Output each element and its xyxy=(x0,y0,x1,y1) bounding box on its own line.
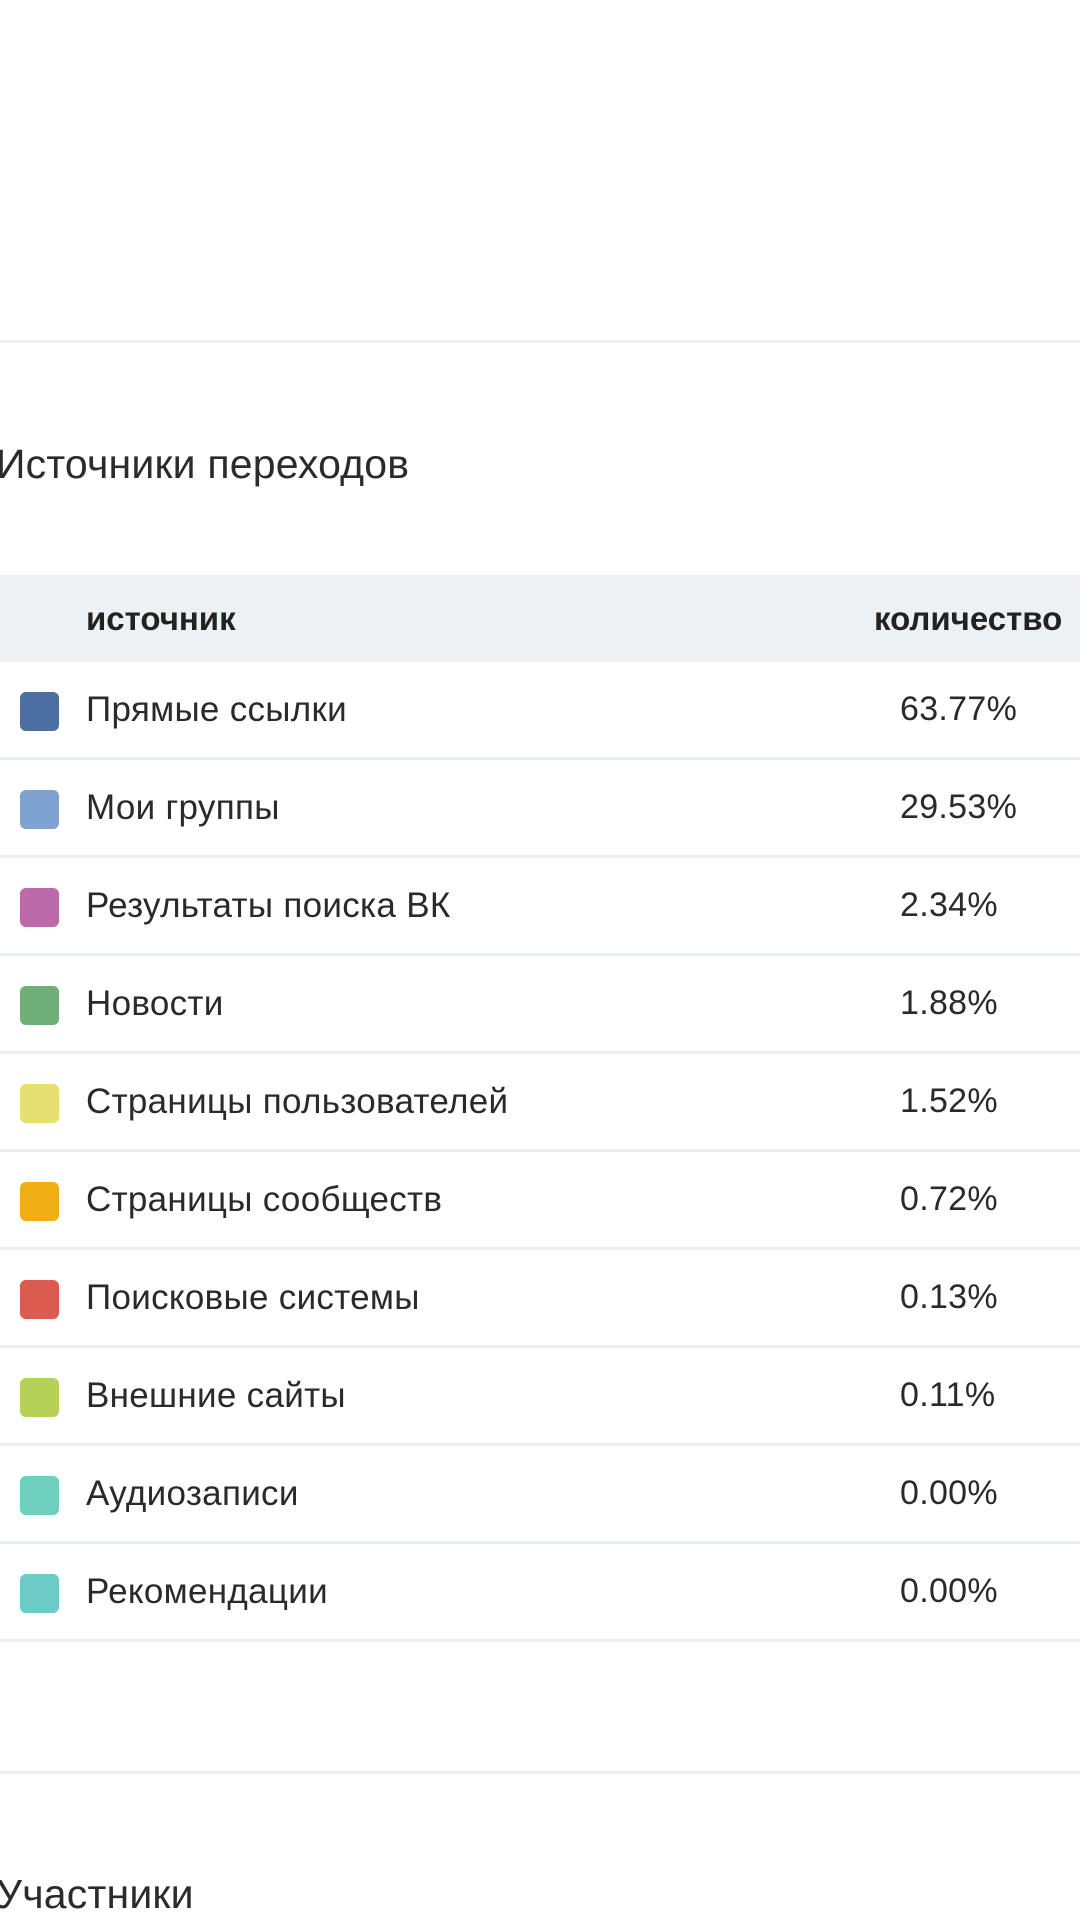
source-percentage: 0.00% xyxy=(900,1572,998,1610)
table-body: Прямые ссылки 63.77% Мои группы 29.53% Резул… xyxy=(0,662,1080,1642)
legend-color-swatch xyxy=(20,1280,59,1319)
section-divider xyxy=(0,1771,1080,1774)
table-row[interactable]: Мои группы 29.53% xyxy=(0,760,1080,858)
table-row[interactable]: Страницы сообществ 0.72% xyxy=(0,1152,1080,1250)
section-divider xyxy=(0,340,1080,343)
source-label: Мои группы xyxy=(86,788,280,827)
column-header-count[interactable]: количество xyxy=(874,600,1063,637)
source-label: Страницы сообществ xyxy=(86,1180,443,1219)
source-label: Новости xyxy=(86,984,224,1023)
table-row[interactable]: Страницы пользователей 1.52% xyxy=(0,1054,1080,1152)
table-row[interactable]: Поисковые системы 0.13% xyxy=(0,1250,1080,1348)
source-percentage: 0.13% xyxy=(900,1278,998,1316)
source-percentage: 1.52% xyxy=(900,1082,998,1120)
source-percentage: 0.00% xyxy=(900,1474,998,1512)
column-header-source[interactable]: источник xyxy=(86,600,236,637)
sources-section-title: Источники переходов xyxy=(0,441,410,487)
legend-color-swatch xyxy=(20,790,59,829)
legend-color-swatch xyxy=(20,1378,59,1417)
table-row[interactable]: Прямые ссылки 63.77% xyxy=(0,662,1080,760)
table-row[interactable]: Аудиозаписи 0.00% xyxy=(0,1446,1080,1544)
legend-color-swatch xyxy=(20,1476,59,1515)
source-percentage: 0.72% xyxy=(900,1180,998,1218)
source-label: Аудиозаписи xyxy=(86,1474,299,1513)
source-percentage: 1.88% xyxy=(900,984,998,1022)
table-row[interactable]: Новости 1.88% xyxy=(0,956,1080,1054)
table-row[interactable]: Рекомендации 0.00% xyxy=(0,1544,1080,1642)
legend-color-swatch xyxy=(20,986,59,1025)
source-percentage: 2.34% xyxy=(900,886,998,924)
legend-color-swatch xyxy=(20,692,59,731)
source-label: Страницы пользователей xyxy=(86,1082,509,1121)
source-label: Результаты поиска ВК xyxy=(86,886,451,925)
source-percentage: 29.53% xyxy=(900,788,1018,826)
legend-color-swatch xyxy=(20,1084,59,1123)
sources-table: источник количество Прямые ссылки 63.77% М… xyxy=(0,575,1080,1642)
source-percentage: 0.11% xyxy=(900,1376,996,1414)
legend-color-swatch xyxy=(20,1182,59,1221)
table-row[interactable]: Внешние сайты 0.11% xyxy=(0,1348,1080,1446)
members-section-title: Участники xyxy=(0,1871,194,1917)
source-label: Прямые ссылки xyxy=(86,690,347,729)
source-label: Поисковые системы xyxy=(86,1278,420,1317)
source-label: Рекомендации xyxy=(86,1572,328,1611)
legend-color-swatch xyxy=(20,1574,59,1613)
legend-color-swatch xyxy=(20,888,59,927)
chart-area-blank xyxy=(0,0,1080,340)
source-label: Внешние сайты xyxy=(86,1376,346,1415)
table-header: источник количество xyxy=(0,575,1080,662)
source-percentage: 63.77% xyxy=(900,690,1018,728)
table-row[interactable]: Результаты поиска ВК 2.34% xyxy=(0,858,1080,956)
